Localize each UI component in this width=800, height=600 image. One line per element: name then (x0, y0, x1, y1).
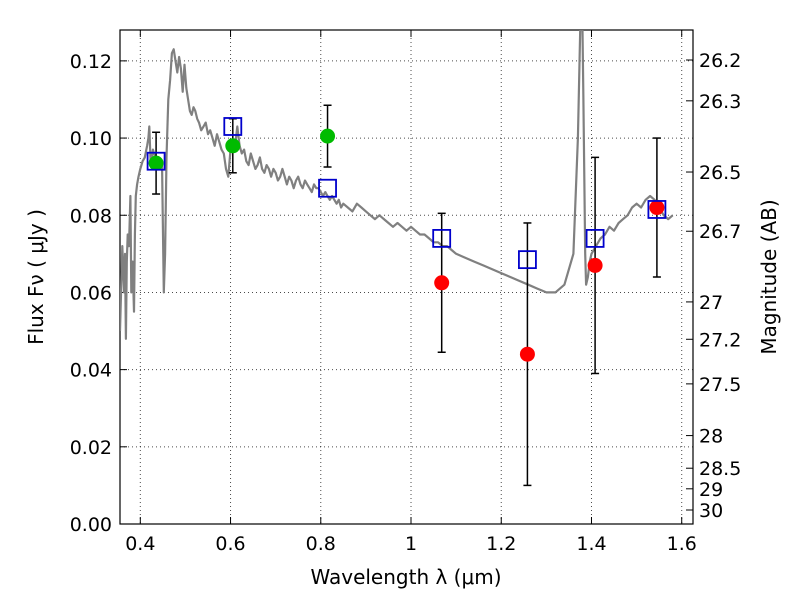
mag-tick-label: 27.5 (699, 374, 741, 396)
y-tick-label: 0.12 (70, 51, 112, 73)
mag-tick-label: 28 (699, 426, 723, 448)
mag-tick-label: 27 (699, 292, 723, 314)
axis-labels: Wavelength λ (μm) Flux Fν ( μJy ) Magnit… (24, 199, 781, 589)
x-tick-label: 0.4 (125, 533, 155, 555)
green-point (148, 155, 164, 171)
plot-frame (119, 29, 694, 525)
x-tick-label: 0.6 (215, 533, 245, 555)
y2-axis-label: Magnitude (AB) (757, 199, 781, 354)
x-tick-label: 1.6 (667, 533, 697, 555)
plot-area (120, 30, 674, 487)
mag-tick-label: 27.2 (699, 329, 741, 351)
y-tick-label: 0.06 (70, 282, 112, 304)
mag-tick-label: 30 (699, 500, 723, 522)
x-axis-label: Wavelength λ (μm) (310, 565, 501, 589)
mag-tick-label: 29 (699, 479, 723, 501)
x-tick-label: 0.8 (306, 533, 336, 555)
y-tick-label: 0.02 (70, 437, 112, 459)
mag-tick-label: 28.5 (699, 458, 741, 480)
x-tick-label: 1 (405, 533, 417, 555)
model-square (432, 229, 452, 248)
axes: 0.4 0.6 0.8 1 1.2 1.4 1.6 0.00 0.02 0.04 0.06 0.08 0… (70, 29, 741, 555)
model-square (518, 250, 537, 270)
mag-tick-label: 26.2 (699, 50, 741, 72)
green-point (320, 128, 336, 144)
mag-tick-label: 26.5 (699, 162, 741, 184)
y-axis-label: Flux Fν ( μJy ) (24, 209, 48, 345)
model-square (585, 229, 605, 248)
red-point (587, 257, 603, 273)
mag-tick-label: 26.7 (699, 221, 741, 243)
red-point (649, 200, 665, 216)
model-square (318, 178, 337, 198)
grid (120, 30, 693, 525)
red-point (519, 346, 535, 362)
y-tick-label: 0.00 (70, 514, 112, 536)
green-point (225, 138, 241, 154)
y-tick-label: 0.04 (70, 360, 112, 382)
x-tick-label: 1.2 (486, 533, 516, 555)
template-spectrum-line (120, 30, 674, 340)
model-square (223, 117, 243, 136)
model-square (647, 200, 667, 219)
x-tick-label: 1.4 (576, 533, 606, 555)
model-square (146, 151, 166, 171)
mag-tick-label: 26.3 (699, 91, 741, 113)
y-tick-label: 0.10 (70, 128, 112, 150)
y-tick-label: 0.08 (70, 205, 112, 227)
red-point (434, 275, 450, 291)
